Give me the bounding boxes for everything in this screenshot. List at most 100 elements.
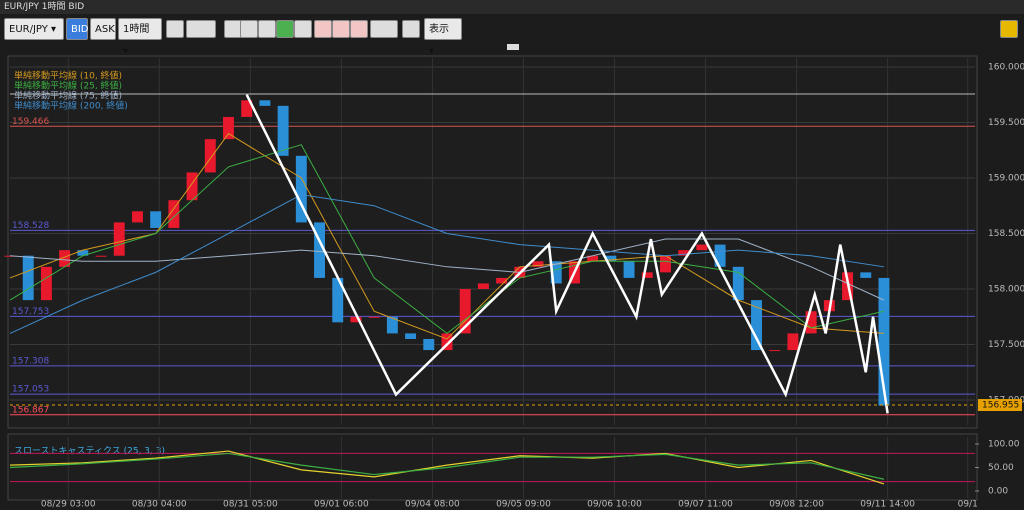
collapse-tab[interactable]	[507, 44, 519, 50]
candle	[732, 266, 744, 301]
tool-button[interactable]	[258, 20, 276, 38]
candle	[714, 244, 726, 267]
candle	[769, 350, 781, 352]
tool-button[interactable]	[166, 20, 184, 38]
y-tick-label: 159.500	[988, 118, 1024, 128]
candle	[386, 316, 398, 334]
legend-entry: 単純移動平均線 (200, 終値)	[14, 100, 128, 112]
candle	[223, 116, 234, 140]
candle	[314, 222, 325, 278]
timeframe-text: 1時間	[123, 24, 150, 35]
x-tick-label: 09/07 11:00	[678, 500, 733, 510]
title-bar: EUR/JPY 1時間 BID	[0, 0, 1024, 14]
candle	[660, 255, 671, 273]
candle	[405, 333, 417, 339]
tool-button[interactable]	[402, 20, 420, 38]
level-label: 157.053	[12, 385, 49, 395]
zoom-out-button[interactable]	[240, 20, 258, 38]
level-label: 158.528	[12, 221, 49, 231]
current-price-label: 156.955	[982, 401, 1019, 411]
window-title: EUR/JPY 1時間 BID	[4, 2, 85, 12]
candle	[605, 255, 617, 262]
candle	[368, 316, 380, 318]
candle	[587, 255, 599, 262]
candle	[295, 155, 307, 223]
candle	[441, 333, 453, 351]
stoch-line	[9, 450, 885, 485]
x-tick-label: 09/05 09:00	[496, 500, 551, 510]
y-tick-label: 158.000	[988, 285, 1024, 295]
ma-line	[9, 144, 885, 335]
candle	[696, 244, 708, 251]
candle	[878, 277, 890, 406]
candle	[277, 105, 289, 156]
tool-button[interactable]	[294, 20, 312, 38]
display-text: 表示	[429, 24, 449, 35]
y-tick-label: 157.500	[988, 340, 1024, 350]
main-panel	[7, 55, 978, 429]
tool-button[interactable]	[332, 20, 350, 38]
y-tick-label: 50.00	[988, 463, 1014, 473]
x-tick-label: 08/30 04:00	[132, 500, 187, 510]
candle	[332, 277, 344, 323]
candle	[860, 272, 872, 278]
stoch-panel	[7, 433, 978, 501]
bid-text: BID	[71, 24, 89, 35]
candle	[350, 316, 362, 323]
candle	[459, 289, 471, 334]
tool-button[interactable]	[350, 20, 368, 38]
x-tick-label: 09/06 10:00	[587, 500, 642, 510]
candle	[22, 255, 34, 301]
legend-entry: 単純移動平均線 (75, 終値)	[14, 90, 122, 102]
candle	[95, 255, 107, 257]
candle	[150, 211, 162, 228]
ask-button[interactable]: ASK	[90, 18, 116, 40]
x-tick-label: 09/01 06:00	[314, 500, 369, 510]
legend-entry: 単純移動平均線 (10, 終値)	[14, 70, 122, 82]
current-price-tag	[978, 399, 1022, 412]
candle	[113, 222, 125, 256]
candle	[423, 338, 435, 351]
chart-type-button[interactable]	[186, 20, 216, 38]
settings-button[interactable]	[1000, 20, 1018, 38]
symbol-select[interactable]: EUR/JPY ▾	[4, 18, 64, 40]
x-tick-label: 08/31 05:00	[223, 500, 278, 510]
symbol-text: EUR/JPY	[9, 24, 48, 35]
candle	[641, 272, 653, 278]
y-tick-label: 100.00	[988, 440, 1020, 450]
x-tick-label: 09/04 08:00	[405, 500, 460, 510]
stoch-title: スローストキャスティクス (25, 3, 3)	[14, 446, 165, 457]
x-tick-label: 09/1	[958, 500, 978, 510]
ma-line	[9, 194, 885, 334]
y-tick-label: 159.000	[988, 174, 1024, 184]
draw-button[interactable]	[370, 20, 398, 38]
candle	[678, 250, 690, 256]
legend-entry: 単純移動平均線 (25, 終値)	[14, 80, 122, 92]
candle	[550, 261, 562, 284]
candle	[77, 250, 89, 256]
candle	[532, 261, 544, 267]
display-menu[interactable]: 表示 ▾	[424, 18, 462, 57]
stoch-line	[9, 452, 885, 480]
bid-button[interactable]: BID	[66, 18, 89, 40]
x-tick-label: 09/08 12:00	[769, 500, 824, 510]
timeframe-select[interactable]: 1時間 ▾	[118, 18, 162, 57]
candle	[259, 100, 271, 106]
candle	[168, 200, 180, 228]
y-tick-label: 160.000	[988, 62, 1024, 72]
candle	[751, 300, 762, 351]
level-label: 156.867	[12, 405, 49, 415]
candle	[204, 139, 216, 173]
level-label: 157.753	[12, 307, 49, 317]
ma-line	[9, 238, 885, 301]
candle	[40, 266, 52, 301]
level-label: 157.308	[12, 356, 49, 366]
tool-button[interactable]	[314, 20, 332, 38]
tool-button[interactable]	[276, 20, 294, 38]
candle	[186, 172, 198, 201]
candle	[59, 250, 71, 267]
y-tick-label: 0.00	[988, 486, 1008, 496]
candle	[131, 211, 143, 223]
